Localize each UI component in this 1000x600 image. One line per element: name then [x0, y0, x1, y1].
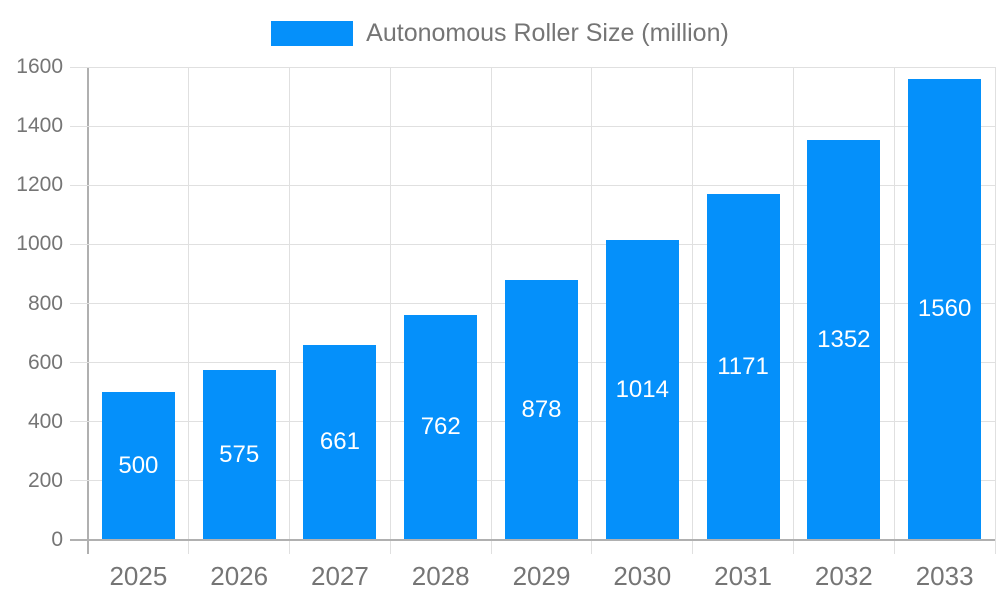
bar[interactable]: 1171 — [706, 193, 780, 540]
gridline-horizontal — [70, 125, 995, 127]
y-axis-tick-label: 200 — [27, 468, 63, 492]
y-axis-tick-label: 1600 — [16, 55, 63, 78]
gridline-vertical — [792, 67, 794, 554]
x-axis-tick-label: 2026 — [210, 561, 269, 591]
bar[interactable]: 500 — [101, 392, 175, 540]
x-axis-tick-label: 2030 — [613, 561, 672, 591]
bar[interactable]: 878 — [505, 280, 578, 540]
bar[interactable]: 575 — [202, 370, 276, 540]
y-axis-tick-label: 1000 — [16, 232, 63, 256]
gridline-horizontal — [70, 184, 995, 186]
bar[interactable]: 661 — [303, 344, 377, 540]
legend-swatch — [271, 21, 354, 46]
y-axis-tick-label: 400 — [27, 409, 63, 433]
bar[interactable]: 1560 — [908, 78, 982, 540]
x-axis-tick-label: 2032 — [814, 561, 873, 591]
y-axis-line — [87, 67, 89, 554]
x-axis-tick-label: 2025 — [109, 561, 168, 591]
bar-value-label: 500 — [118, 452, 159, 480]
bar-value-label: 1560 — [917, 295, 972, 323]
bar-value-label: 878 — [521, 396, 562, 424]
gridline-horizontal — [70, 243, 995, 245]
gridline-vertical — [389, 67, 391, 554]
x-axis-tick-label: 2027 — [311, 561, 369, 591]
gridline-vertical — [490, 67, 492, 554]
y-axis-tick-label: 600 — [27, 350, 63, 374]
gridline-vertical — [289, 67, 291, 554]
bar-value-label: 575 — [219, 441, 260, 468]
y-axis-tick-label: 0 — [51, 528, 63, 551]
bar[interactable]: 1014 — [605, 240, 679, 540]
gridline-vertical — [591, 67, 593, 554]
gridline-vertical — [893, 67, 895, 554]
bar-value-label: 1014 — [615, 376, 669, 404]
bar[interactable]: 1352 — [807, 140, 881, 540]
y-axis-tick-label: 1400 — [16, 114, 63, 138]
x-axis-line — [70, 539, 995, 541]
bar[interactable]: 762 — [404, 314, 478, 540]
gridline-vertical — [692, 67, 694, 554]
gridline-vertical — [188, 67, 190, 554]
x-axis-tick-label: 2031 — [714, 561, 772, 591]
y-axis-tick-label: 1200 — [16, 173, 63, 197]
y-axis-tick-label: 800 — [27, 291, 63, 315]
x-axis-tick-label: 2033 — [915, 561, 974, 591]
x-axis-tick-label: 2029 — [512, 561, 571, 591]
gridline-horizontal — [70, 66, 995, 68]
bar-value-label: 1352 — [817, 326, 871, 354]
legend-label: Autonomous Roller Size (million) — [366, 19, 729, 47]
bar-value-label: 1171 — [717, 352, 769, 380]
bar-value-label: 762 — [420, 413, 461, 441]
x-axis-tick-label: 2028 — [411, 561, 470, 591]
gridline-vertical — [994, 67, 996, 554]
bar-value-label: 661 — [319, 428, 360, 456]
legend: Autonomous Roller Size (million) — [0, 19, 1000, 48]
